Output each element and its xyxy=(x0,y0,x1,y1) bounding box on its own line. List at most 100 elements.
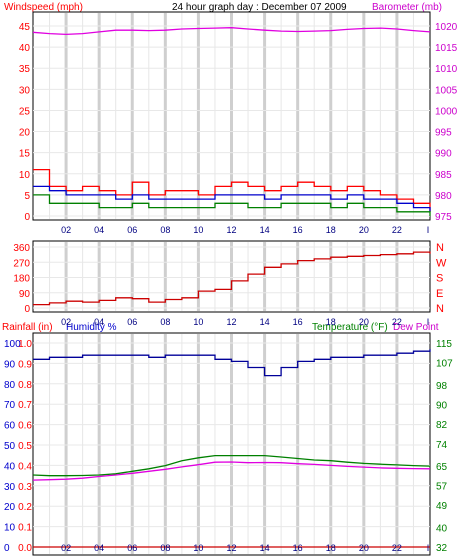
x-tick-label: 14 xyxy=(260,225,270,235)
humidity-line xyxy=(33,349,431,377)
rainfall-tick: 0.2 xyxy=(18,502,32,513)
temperature-tick: 40 xyxy=(436,523,448,534)
rainfall-axis-label: Rainfall (in) xyxy=(2,322,53,333)
x-tick-label: 22 xyxy=(392,317,402,327)
graph-title: 24 hour graph day : December 07 2009 xyxy=(172,2,347,13)
x-tick-label: 16 xyxy=(293,225,303,235)
humidity-tick: 10 xyxy=(4,523,16,534)
dewpoint-axis-label: Dew Point xyxy=(393,322,439,333)
x-tick-label: I xyxy=(427,225,430,235)
dew-point-line xyxy=(32,461,431,481)
compass-label: E xyxy=(436,288,443,300)
temperature-tick: 98 xyxy=(436,381,448,392)
direction-tick: 270 xyxy=(13,258,30,269)
x-tick-label: 02 xyxy=(61,317,71,327)
x-tick-label: 20 xyxy=(359,317,369,327)
x-tick-label: 04 xyxy=(94,317,104,327)
rainfall-tick: 0.1 xyxy=(18,523,32,534)
windspeed-tick: 20 xyxy=(19,128,31,139)
x-tick-label: 04 xyxy=(94,543,104,553)
x-tick-label: 12 xyxy=(226,225,236,235)
rainfall-tick: 0.5 xyxy=(18,441,32,452)
temperature-tick: 90 xyxy=(436,400,448,411)
windspeed-tick: 25 xyxy=(19,106,31,117)
compass-label: N xyxy=(436,242,444,254)
rainfall-tick: 1.0 xyxy=(18,339,32,350)
windspeed-tick: 45 xyxy=(19,22,31,33)
x-tick-label: I xyxy=(427,543,430,553)
x-tick-label: 02 xyxy=(61,543,71,553)
x-tick-label: 18 xyxy=(326,543,336,553)
humidity-tick: 40 xyxy=(4,461,16,472)
x-tick-label: 08 xyxy=(160,225,170,235)
x-tick-label: 10 xyxy=(193,225,203,235)
barometer-tick: 1015 xyxy=(435,43,458,54)
direction-tick: 90 xyxy=(19,289,31,300)
temperature-tick: 115 xyxy=(436,339,452,350)
rainfall-tick: 0.0 xyxy=(18,543,32,554)
humidity-tick: 80 xyxy=(4,380,16,391)
temperature-tick: 49 xyxy=(436,501,448,512)
x-tick-label: 20 xyxy=(359,543,369,553)
x-tick-label: 06 xyxy=(127,225,137,235)
humidity-tick: 50 xyxy=(4,441,16,452)
temperature-tick: 57 xyxy=(436,482,448,493)
windspeed-tick: 0 xyxy=(24,212,30,223)
compass-label: S xyxy=(436,273,443,285)
barometer-line xyxy=(32,27,431,36)
humidity-tick: 70 xyxy=(4,400,16,411)
windspeed-tick: 15 xyxy=(19,149,31,160)
barometer-tick: 1020 xyxy=(435,22,458,33)
x-tick-label: 22 xyxy=(392,225,402,235)
barometer-tick: 1000 xyxy=(435,106,458,117)
x-tick-label: I xyxy=(427,317,430,327)
windspeed-tick: 5 xyxy=(24,191,30,202)
windspeed-tick: 30 xyxy=(19,85,31,96)
wind-direction-line xyxy=(33,251,431,306)
windspeed-tick: 10 xyxy=(19,170,31,181)
temperature-axis-label: Temperature (°F) xyxy=(312,322,388,333)
wind-gust-line xyxy=(33,168,431,212)
barometer-tick: 980 xyxy=(435,191,452,202)
rainfall-tick: 0.4 xyxy=(18,461,32,472)
wind-average-line xyxy=(33,185,431,212)
compass-label: W xyxy=(436,257,447,269)
barometer-tick: 985 xyxy=(435,170,452,181)
humidity-tick: 60 xyxy=(4,421,16,432)
windspeed-tick: 40 xyxy=(19,43,31,54)
temperature-tick: 32 xyxy=(436,543,448,554)
humidity-tick: 0 xyxy=(4,543,10,554)
top-panel-frame xyxy=(32,11,431,221)
x-tick-label: 02 xyxy=(61,225,71,235)
direction-tick: 180 xyxy=(13,274,30,285)
wind-speed-line xyxy=(33,194,431,216)
humidity-tick: 100 xyxy=(4,339,21,350)
x-tick-label: 18 xyxy=(326,225,336,235)
rainfall-tick: 0.6 xyxy=(18,421,32,432)
x-tick-label: 06 xyxy=(127,543,137,553)
temperature-tick: 82 xyxy=(436,420,448,431)
rainfall-tick: 0.8 xyxy=(18,380,32,391)
x-tick-label: 08 xyxy=(160,543,170,553)
x-tick-label: 12 xyxy=(226,317,236,327)
temperature-tick: 74 xyxy=(436,440,448,451)
compass-label: N xyxy=(436,303,444,315)
humidity-tick: 90 xyxy=(4,359,16,370)
rainfall-tick: 0.9 xyxy=(18,359,32,370)
rainfall-tick: 0.7 xyxy=(18,400,32,411)
barometer-tick: 995 xyxy=(435,128,452,139)
x-tick-label: 20 xyxy=(359,225,369,235)
x-tick-label: 10 xyxy=(193,543,203,553)
x-tick-label: 16 xyxy=(293,317,303,327)
humidity-axis-label: Humidity % xyxy=(66,322,117,333)
x-tick-label: 14 xyxy=(260,317,270,327)
temperature-tick: 107 xyxy=(436,359,453,370)
x-tick-label: 14 xyxy=(260,543,270,553)
x-tick-label: 04 xyxy=(94,225,104,235)
barometer-tick: 1010 xyxy=(435,64,458,75)
direction-tick: 360 xyxy=(13,243,30,254)
barometer-tick: 1005 xyxy=(435,85,458,96)
mid-panel-frame xyxy=(32,240,431,313)
x-tick-label: 06 xyxy=(127,317,137,327)
x-tick-label: 12 xyxy=(226,543,236,553)
